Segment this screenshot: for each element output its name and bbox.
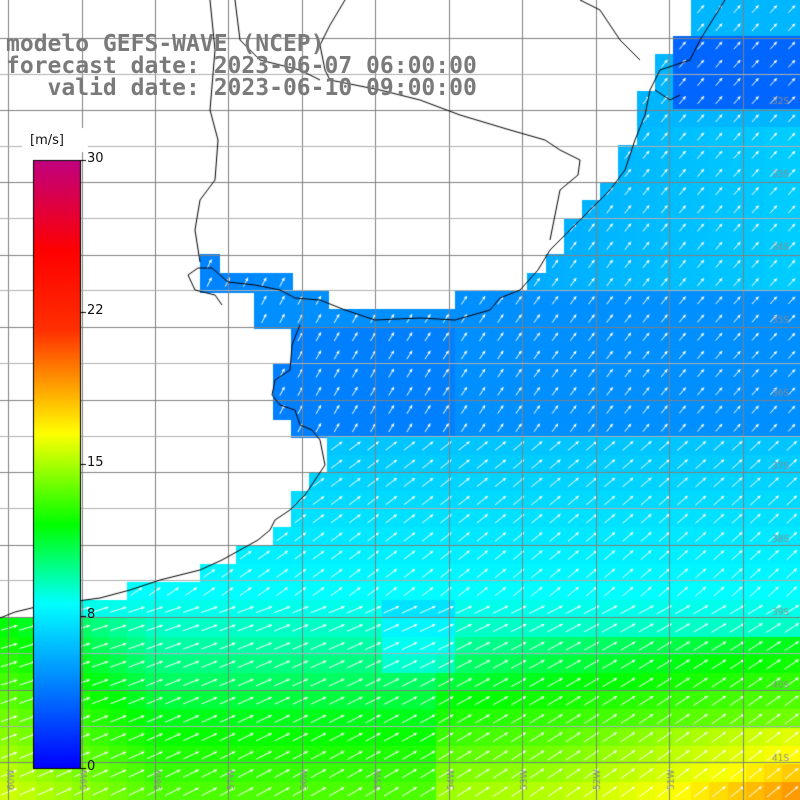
colorbar-unit: [m/s] [30, 133, 64, 148]
title-forecast-date: forecast date: 2023-06-07 06:00:00 [6, 53, 477, 79]
colorbar-tick-30: 30 [87, 151, 104, 166]
colorbar-tick-0: 0 [87, 759, 96, 774]
title-model: modelo GEFS-WAVE (NCEP) [6, 31, 325, 57]
title-valid-date: valid date: 2023-06-10 09:00:00 [6, 75, 477, 101]
colorbar-tick-8: 8 [87, 607, 96, 622]
colorbar-tick-15: 15 [87, 455, 104, 470]
colorbar-tick-22: 22 [87, 303, 104, 318]
